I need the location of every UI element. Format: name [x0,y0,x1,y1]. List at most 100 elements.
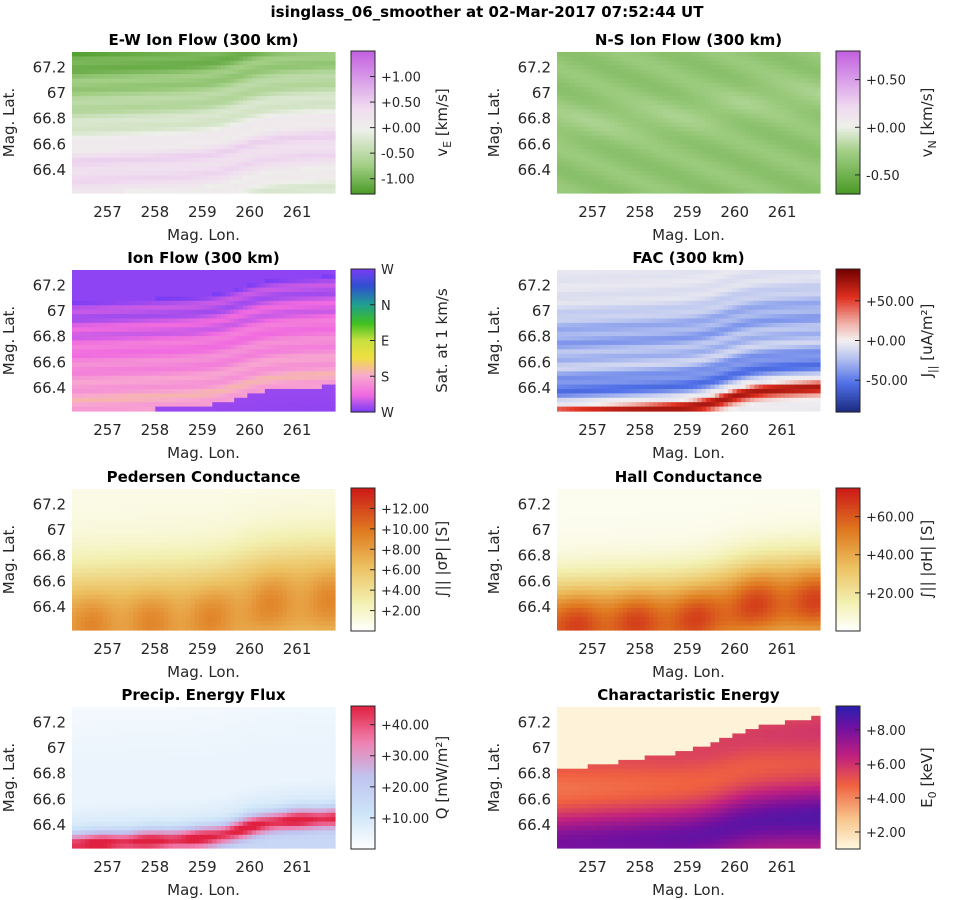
heatmap-cell [269,170,275,176]
heatmap-cell [242,144,248,150]
heatmap-cell [247,122,253,128]
heatmap-cell [286,188,292,194]
heatmap-cell [76,56,82,62]
heatmap-cell [723,65,729,71]
colorbar-segment [351,120,375,124]
heatmap-cell [758,148,764,154]
heatmap-cell [706,122,712,128]
heatmap-cell [745,65,751,71]
heatmap-cell [185,113,191,119]
heatmap-cell [93,60,99,66]
heatmap-cell [177,309,183,315]
heatmap-cell [89,300,95,306]
heatmap-cell [758,162,764,168]
heatmap-cell [128,393,134,399]
heatmap-cell [225,82,231,88]
heatmap-cell [142,69,148,75]
heatmap-cell [666,82,672,88]
heatmap-cell [247,69,253,75]
heatmap-cell [653,153,659,159]
heatmap-cell [98,349,104,355]
heatmap-cell [185,353,191,359]
heatmap-cell [609,69,615,75]
heatmap-cell [238,166,244,172]
heatmap-cell [561,179,567,185]
heatmap-cell [649,135,655,141]
heatmap-cell [89,305,95,311]
heatmap-cell [635,74,641,80]
heatmap-cell [225,65,231,71]
heatmap [72,52,336,194]
heatmap-cell [120,296,126,302]
heatmap-cell [706,104,712,110]
heatmap-cell [308,109,314,115]
heatmap-cell [308,104,314,110]
colorbar-segment [836,124,860,128]
heatmap-cell [98,96,104,102]
heatmap-cell [714,52,720,58]
heatmap-cell [238,148,244,154]
colorbar-segment [836,117,860,121]
heatmap-cell [692,153,698,159]
heatmap-cell [85,344,91,350]
heatmap-cell [561,56,567,62]
heatmap-cell [286,104,292,110]
heatmap-cell [76,74,82,80]
heatmap-cell [203,274,209,280]
heatmap-cell [98,179,104,185]
heatmap-cell [133,74,139,80]
heatmap-cell [649,188,655,194]
heatmap-cell [159,384,165,390]
heatmap-cell [561,122,567,128]
heatmap-cell [596,56,602,62]
heatmap-cell [784,122,790,128]
heatmap-cell [592,188,598,194]
heatmap-cell [273,122,279,128]
heatmap-cell [221,82,227,88]
heatmap-cell [251,113,257,119]
x-tick-label: 259 [188,203,217,221]
heatmap-cell [666,52,672,58]
heatmap-cell [282,82,288,88]
heatmap-cell [273,82,279,88]
heatmap-cell [181,366,187,372]
heatmap-cell [304,157,310,163]
heatmap-cell [251,65,257,71]
heatmap-cell [736,157,742,163]
heatmap-cell [565,65,571,71]
heatmap-cell [93,122,99,128]
heatmap-cell [688,56,694,62]
heatmap-cell [605,135,611,141]
heatmap-cell [142,278,148,284]
heatmap-cell [185,371,191,377]
heatmap-cell [578,87,584,93]
heatmap-cell [107,371,113,377]
heatmap-cell [609,153,615,159]
heatmap-cell [89,78,95,84]
heatmap-cell [308,78,314,84]
heatmap-cell [784,170,790,176]
heatmap-cell [605,74,611,80]
heatmap-cell [723,126,729,132]
heatmap-cell [150,148,156,154]
heatmap-cell [557,56,562,62]
heatmap-cell [317,96,323,102]
heatmap-cell [80,287,86,293]
heatmap-cell [583,109,589,115]
heatmap-cell [80,170,86,176]
heatmap-cell [600,148,606,154]
panels: E-W Ion Flow (300 km)257 258 259 260 261Mag.… [0,31,939,899]
heatmap-cell [596,118,602,124]
heatmap-cell [745,122,751,128]
heatmap-cell [146,349,152,355]
heatmap-cell [172,305,178,311]
heatmap-cell [128,366,134,372]
heatmap-cell [282,118,288,124]
heatmap-cell [137,126,143,132]
heatmap-cell [649,162,655,168]
heatmap-cell [146,166,152,172]
heatmap-cell [692,78,698,84]
y-tick-label: 67 [532,84,551,102]
heatmap-cell [185,318,191,324]
heatmap-cell [128,270,134,276]
